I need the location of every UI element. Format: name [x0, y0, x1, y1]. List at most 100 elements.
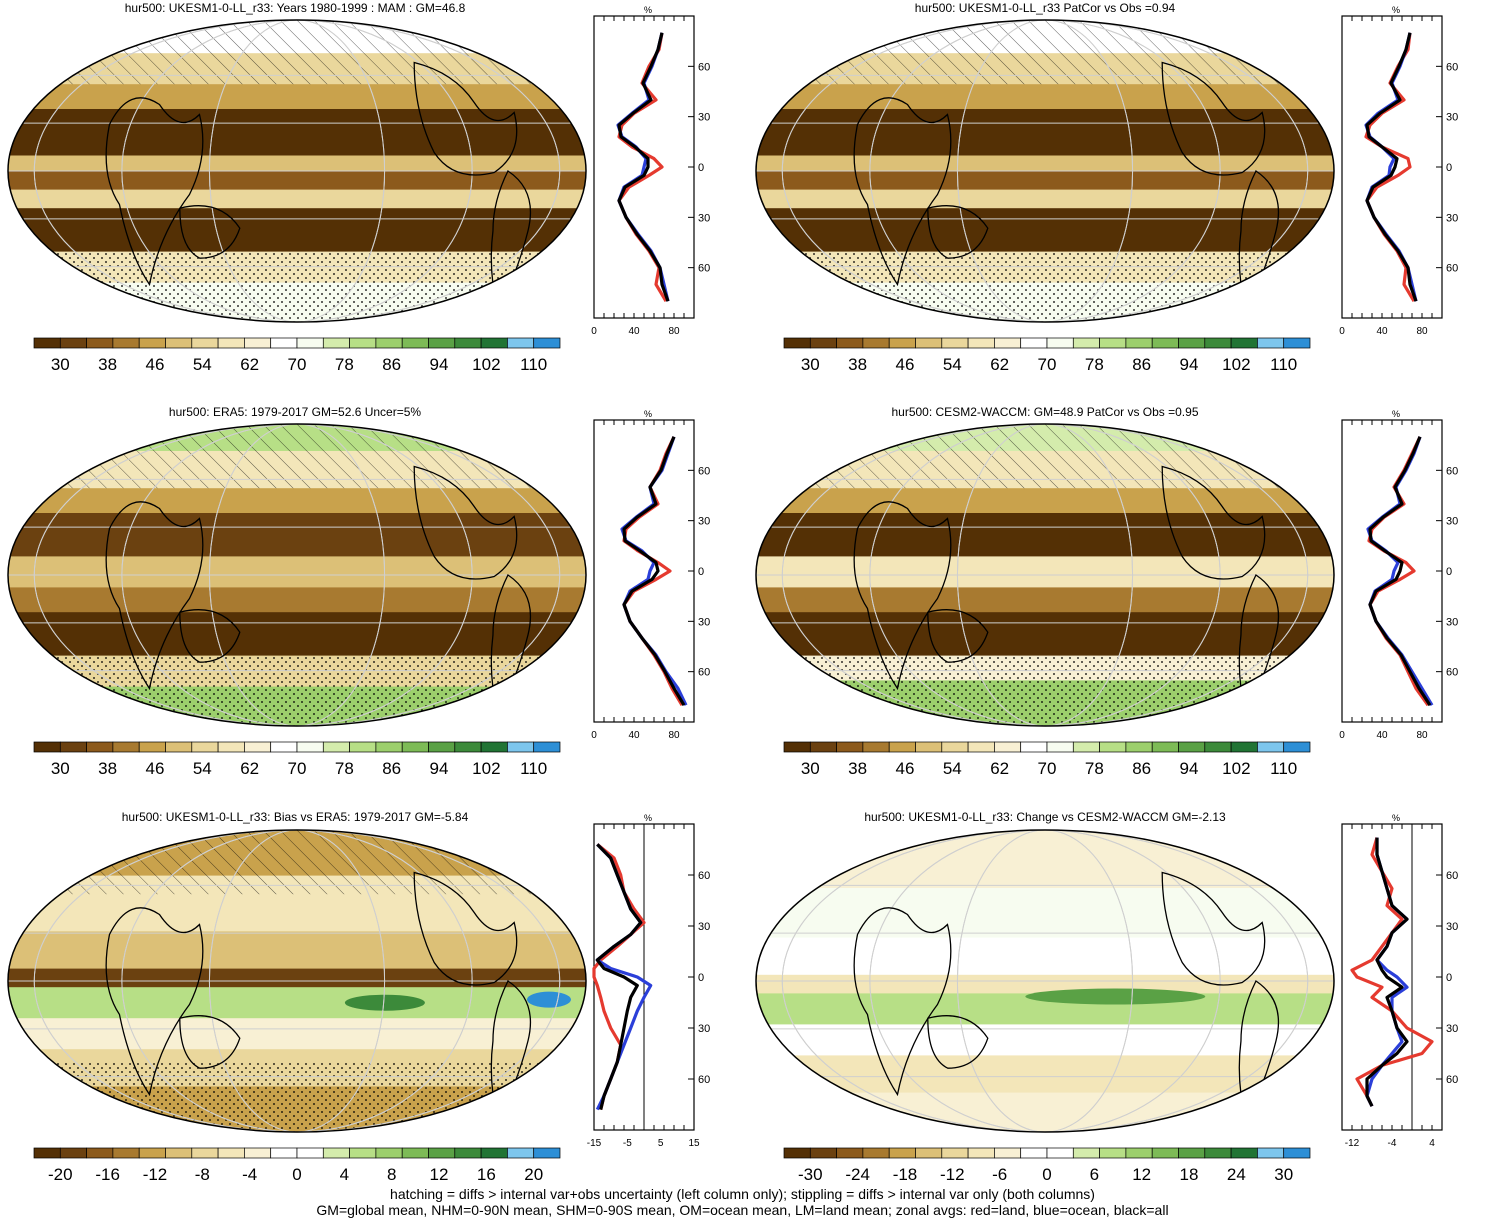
map-field	[756, 830, 1334, 1132]
map-coastline	[1161, 465, 1266, 580]
map-coastline	[1161, 61, 1266, 176]
map-band	[756, 556, 1334, 589]
map-coastline	[105, 97, 204, 287]
colorbar-swatch	[888, 741, 916, 753]
robinson-map	[7, 423, 587, 727]
map-graticule	[33, 20, 561, 322]
map-band	[8, 171, 586, 191]
colorbar-swatch	[941, 337, 969, 349]
colorbar-tick-label: 54	[943, 759, 962, 778]
colorbar-swatch	[480, 741, 508, 753]
map-graticule	[956, 20, 1134, 322]
colorbar-swatch	[375, 337, 403, 349]
colorbar-tick-label: 30	[51, 759, 70, 778]
zonal-mean-plot: % 0 40 80 60N 30N 0 30S 60S	[591, 5, 710, 337]
colorbar-swatch	[1283, 741, 1311, 753]
colorbar-swatch	[33, 337, 61, 349]
zonal-x-tick-label: 80	[668, 730, 680, 741]
colorbar-swatch	[428, 741, 456, 753]
map-title: hur500: UKESM1-0-LL_r33 PatCor vs Obs =0…	[914, 1, 1176, 15]
colorbar-swatch	[533, 741, 561, 753]
zonal-lat-label: 60S	[1446, 1074, 1458, 1086]
zonal-frame	[1341, 419, 1443, 723]
map-hatching	[756, 424, 1334, 489]
colorbar-swatch	[112, 741, 140, 753]
colorbar-swatch	[59, 337, 87, 349]
map-anomaly	[526, 991, 571, 1008]
map-band	[8, 968, 586, 989]
zonal-lat-label: 60S	[698, 1074, 710, 1086]
map-hatching	[8, 20, 586, 85]
colorbar-tick-label: -30	[798, 1165, 823, 1184]
colorbar-tick-label: -12	[143, 1165, 168, 1184]
colorbar-swatch	[915, 337, 943, 349]
colorbar-swatch	[375, 741, 403, 753]
zonal-unit-label: %	[644, 5, 652, 15]
zonal-lat-label: 60N	[1446, 61, 1458, 73]
colorbar-swatch	[783, 741, 811, 753]
colorbar-swatch	[1151, 337, 1179, 349]
map-band	[8, 208, 586, 253]
zonal-unit-label: %	[1392, 409, 1400, 419]
map-stippling	[756, 251, 1334, 322]
colorbar-swatch	[967, 337, 995, 349]
colorbar-tick-label: 62	[990, 355, 1009, 374]
zonal-lat-label: 0	[698, 162, 704, 174]
colorbar-swatch	[1230, 741, 1258, 753]
colorbar-tick-label: 110	[520, 759, 547, 778]
zonal-x-tick-label: 40	[1376, 326, 1388, 337]
colorbar-tick-label: 70	[1038, 759, 1057, 778]
map-band	[8, 109, 586, 157]
colorbar-swatch	[296, 1147, 324, 1159]
colorbar-tick-label: -20	[48, 1165, 73, 1184]
colorbar-tick-label: 38	[848, 355, 867, 374]
zonal-frame	[1341, 15, 1443, 319]
colorbar-tick-label: 38	[848, 759, 867, 778]
zonal-x-tick-label: 0	[591, 730, 597, 741]
colorbar-swatch	[480, 1147, 508, 1159]
map-coastline	[413, 465, 518, 580]
colorbar-tick-label: 30	[801, 355, 820, 374]
zonal-x-tick-label: 40	[628, 326, 640, 337]
map-band	[8, 189, 586, 210]
zonal-lat-label: 30N	[1446, 112, 1458, 124]
map-band	[756, 488, 1334, 514]
colorbar-tick-label: 0	[292, 1165, 301, 1184]
zonal-lat-label: 60N	[698, 61, 710, 73]
map-band	[756, 109, 1334, 157]
colorbar-swatch	[1020, 1147, 1048, 1159]
colorbar-tick-label: 12	[430, 1165, 449, 1184]
zonal-unit-label: %	[1392, 813, 1400, 823]
map-coastline	[927, 609, 989, 663]
robinson-map	[755, 423, 1335, 727]
colorbar-tick-label: 62	[990, 759, 1009, 778]
map-field	[8, 830, 586, 1132]
map-band	[8, 513, 586, 558]
robinson-map	[7, 19, 587, 323]
map-band	[756, 513, 1334, 558]
map-outline	[755, 829, 1335, 1133]
colorbar-swatch	[967, 1147, 995, 1159]
robinson-map	[7, 829, 587, 1133]
map-band	[756, 830, 1334, 889]
colorbar-swatch	[1257, 741, 1285, 753]
map-graticule	[121, 20, 473, 322]
colorbar-swatch	[454, 741, 482, 753]
zonal-mean-plot: % 0 40 80 60N 30N 0 30S 60S	[1339, 409, 1458, 741]
colorbar-swatch	[401, 1147, 429, 1159]
zonal-lat-label: 60S	[698, 667, 710, 679]
colorbar-swatch	[888, 1147, 916, 1159]
colorbar-swatch	[994, 741, 1022, 753]
colorbar-tick-label: 70	[288, 355, 307, 374]
colorbar-tick-label: 78	[335, 355, 354, 374]
colorbar-tick-label: -6	[992, 1165, 1007, 1184]
zonal-lat-label: 60N	[698, 870, 710, 882]
colorbar-swatch	[454, 1147, 482, 1159]
zonal-lat-label: 60N	[698, 465, 710, 477]
colorbar-tick-label: 70	[288, 759, 307, 778]
zonal-lat-label: 0	[1446, 566, 1452, 578]
zonal-lat-label: 30N	[698, 921, 710, 933]
colorbar-tick-label: 12	[1132, 1165, 1151, 1184]
colorbar-tick-label: 110	[520, 355, 547, 374]
zonal-mean-plot: % -12 -4 4 60N 30N 0 30S 60S	[1341, 813, 1458, 1149]
